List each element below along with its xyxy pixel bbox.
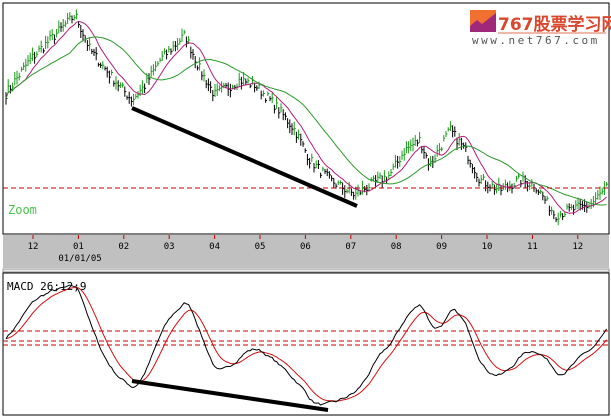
x-axis-band [3,235,609,268]
x-tick-label: 09 [436,242,448,252]
x-tick-label: 12 [27,242,39,252]
moving-average-long [5,36,607,206]
x-tick-label: 10 [481,242,493,252]
macd-trendline [131,379,329,412]
price-panel [2,2,610,235]
macd-label: MACD 26;12;9 [7,280,87,293]
logo-chart-icon [470,10,496,32]
logo-url: www.net767.com [472,34,600,47]
moving-average-short [5,20,607,214]
logo-title: 767股票学习网 [498,15,611,35]
panel-separator [2,268,610,273]
x-tick-label: 06 [299,242,311,252]
zoom-label[interactable]: Zoom [8,203,37,217]
macd-panel [2,272,610,416]
x-tick-label: 03 [163,242,175,252]
macd-line [5,284,608,406]
x-tick-label: 12 [572,242,584,252]
x-tick-label: 05 [254,242,266,252]
x-tick-label: 11 [526,242,538,252]
x-tick-label: 01 [72,242,84,252]
logo-divider [498,32,606,34]
price-trendline [131,106,358,208]
site-logo: 767股票学习网 www.net767.com [468,8,611,50]
x-tick-label: 07 [345,242,357,252]
x-tick-label: 08 [390,242,402,252]
x-axis-date-label: 01/01/05 [58,254,102,264]
x-tick-label: 04 [209,242,221,252]
x-tick-label: 02 [118,242,130,252]
